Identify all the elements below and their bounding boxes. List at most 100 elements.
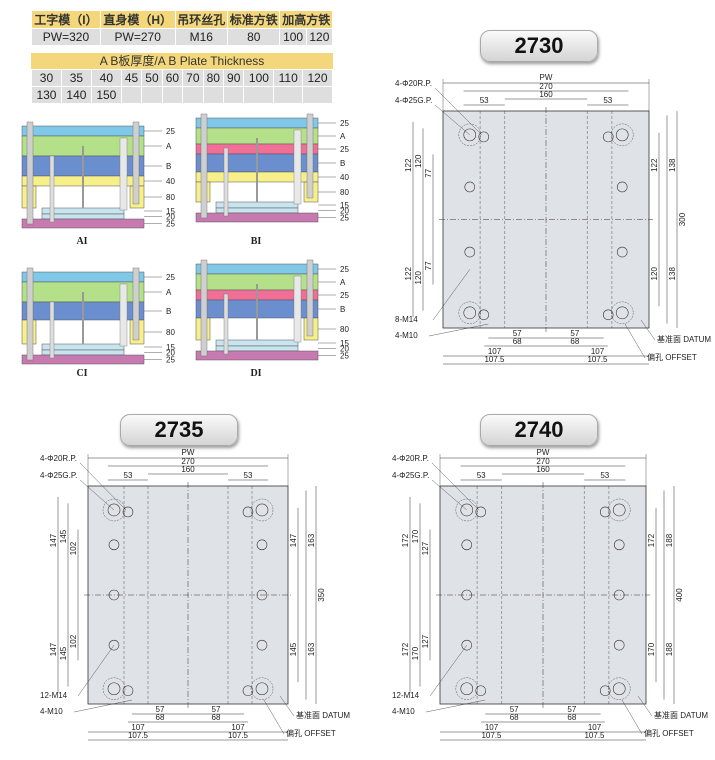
- leader-line: [431, 462, 479, 511]
- ejector-plate: [215, 345, 299, 352]
- screw-hole-m14: [256, 639, 268, 651]
- dim-left: 102: [69, 634, 78, 648]
- layer-label: 25: [340, 214, 349, 223]
- return-pin: [293, 275, 302, 343]
- dim-right: 147: [289, 533, 298, 547]
- label-return-pins: 4-Φ20R.P.: [392, 454, 429, 463]
- dim-53-right: 53: [600, 471, 609, 480]
- dim-53-left: 53: [124, 471, 133, 480]
- leader-line: [431, 479, 467, 511]
- mold-plate: [195, 263, 319, 275]
- layer-label: B: [166, 162, 171, 171]
- dim-270: 270: [536, 457, 550, 466]
- dim-right: 188: [665, 642, 674, 656]
- guide-pin-circle: [612, 503, 626, 517]
- ejector-pin: [223, 147, 229, 217]
- dim-57-left: 57: [513, 329, 522, 338]
- return-pin-circle: [602, 309, 614, 321]
- screw-hole-m14: [613, 639, 625, 651]
- guide-pillar-circle: [455, 498, 479, 522]
- model-badge-2740: 2740: [480, 414, 598, 446]
- dim-107-left: 107: [131, 723, 145, 732]
- mold-plate: [195, 212, 319, 223]
- mold-type-ai: AI: [76, 236, 87, 247]
- dim-160: 160: [539, 90, 553, 99]
- layer-label: 25: [340, 352, 349, 361]
- thickness-title: A B板厚度/A B Plate Thickness: [31, 53, 333, 69]
- layer-label: B: [166, 307, 171, 316]
- screw-hole-m14: [461, 639, 473, 651]
- dim-right: 172: [647, 533, 656, 547]
- guide-pillar-circle: [607, 677, 631, 700]
- guide-pillar-circle: [607, 498, 631, 522]
- dim-57-left: 57: [510, 705, 519, 714]
- return-pin-circle: [122, 506, 134, 518]
- thk-cell: 30: [31, 69, 62, 87]
- guide-pin: [26, 267, 34, 361]
- dim-107-right: 107: [231, 723, 245, 732]
- dim-107-left: 107: [485, 723, 499, 732]
- label-m10-holes: 4-M10: [40, 707, 63, 716]
- layer-label: 40: [340, 173, 349, 182]
- guide-pin: [26, 121, 34, 225]
- layer-label: A: [166, 142, 172, 151]
- layer-label: 20: [340, 345, 349, 354]
- dim-270: 270: [181, 457, 195, 466]
- layer-label: 25: [340, 119, 349, 128]
- ejector-plate: [215, 207, 299, 214]
- guide-pin-circle: [107, 503, 121, 517]
- dim-left: 77: [424, 168, 433, 177]
- dim-160: 160: [181, 465, 195, 474]
- label-offset: 偏孔 OFFSET: [647, 352, 697, 362]
- label-guide-pins: 4-Φ25G.P.: [392, 471, 429, 480]
- ejector-plate: [41, 349, 125, 356]
- return-pin-circle: [599, 506, 611, 518]
- thk-cell: 60: [161, 69, 184, 87]
- mold-type-bi: BI: [251, 236, 262, 247]
- dim-left: 172: [401, 642, 410, 656]
- leader-line: [77, 645, 115, 697]
- return-pin-circle: [602, 131, 614, 143]
- dim-1075-right: 107.5: [587, 355, 608, 364]
- layer-label: 15: [166, 343, 175, 352]
- thk-cell: 120: [302, 69, 333, 87]
- dim-1075-left: 107.5: [481, 731, 502, 740]
- leader-line: [79, 479, 115, 511]
- dim-left: 102: [69, 541, 78, 555]
- sprue: [256, 138, 258, 202]
- label-guide-pins: 4-Φ25G.P.: [40, 471, 77, 480]
- guide-pillar-circle: [102, 677, 126, 700]
- leader-line: [621, 699, 643, 735]
- dim-107-right: 107: [588, 723, 602, 732]
- guide-pin-circle: [460, 682, 474, 696]
- label-datum: 基准面 DATUM: [657, 334, 711, 344]
- guide-pin-circle: [612, 682, 626, 696]
- dim-270: 270: [539, 82, 553, 91]
- return-pin-circle: [478, 131, 490, 143]
- dim-left: 170: [411, 529, 420, 543]
- spec-v-high1: 100: [279, 28, 307, 46]
- label-return-pins: 4-Φ20R.P.: [395, 79, 432, 88]
- screw-hole-m14: [256, 539, 268, 551]
- label-m10-holes: 4-M10: [392, 707, 415, 716]
- dim-57-right: 57: [570, 329, 579, 338]
- dim-left: 122: [404, 267, 413, 281]
- guide-pin: [132, 267, 140, 341]
- label-m10-holes: 4-M10: [395, 331, 418, 340]
- dim-left: 145: [59, 529, 68, 543]
- mold-plate: [21, 125, 145, 137]
- dim-left: 120: [414, 154, 423, 168]
- label-offset: 偏孔 OFFSET: [644, 728, 694, 738]
- dim-left: 147: [49, 533, 58, 547]
- guide-pin: [132, 121, 140, 205]
- layer-label: 20: [166, 213, 175, 222]
- dim-right: 170: [647, 642, 656, 656]
- dim-pw: PW: [540, 73, 553, 82]
- guide-pillar-circle: [458, 301, 482, 325]
- mold-plate: [21, 271, 145, 283]
- leader-line: [79, 462, 127, 511]
- guide-pin-circle: [255, 682, 269, 696]
- leader-line: [73, 699, 133, 713]
- leader-line: [428, 323, 489, 337]
- leader-line: [432, 269, 470, 321]
